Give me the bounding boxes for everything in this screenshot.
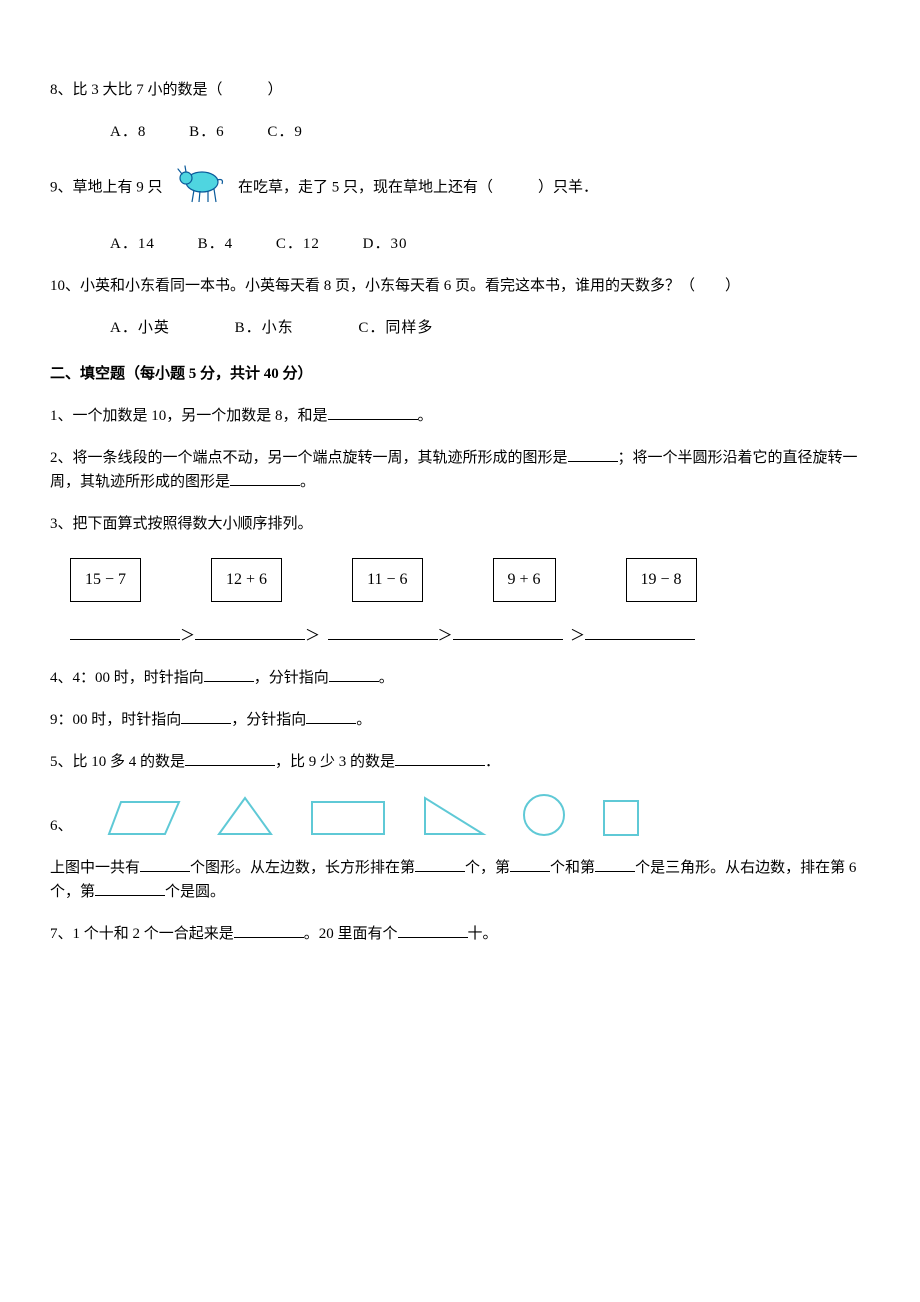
f4-blank-3 <box>181 708 231 724</box>
q8-opt-a: A．8 <box>110 124 146 140</box>
f4-l2b: ，分针指向 <box>231 712 306 728</box>
right-triangle-icon <box>421 794 487 838</box>
q8-opt-c: C．9 <box>267 124 303 140</box>
f4-l1b: ，分针指向 <box>254 670 329 686</box>
f2-blank-1 <box>568 446 618 462</box>
fill-3-compare-row: ＞ ＞ ＞ ＞ <box>70 624 870 648</box>
q9-opt-d: D．30 <box>363 236 408 252</box>
cmp-blank-5 <box>585 624 695 640</box>
f2-blank-2 <box>230 470 300 486</box>
fill-4-line-2: 9：00 时，时针指向 ，分针指向 。 <box>50 708 870 732</box>
f4-l1a: 4、4：00 时，时针指向 <box>50 670 204 686</box>
parallelogram-icon <box>107 798 181 838</box>
triangle-icon <box>215 794 275 838</box>
f1-pre: 1、一个加数是 10，另一个加数是 8，和是 <box>50 408 328 424</box>
q8-opt-b: B．6 <box>189 124 225 140</box>
q10-opt-b: B．小东 <box>235 320 294 336</box>
q9-post: 在吃草，走了 5 只，现在草地上还有（ ）只羊． <box>238 179 598 195</box>
f4-blank-4 <box>306 708 356 724</box>
f6-blank-1 <box>140 856 190 872</box>
f5-blank-2 <box>395 750 485 766</box>
f6-blank-2 <box>415 856 465 872</box>
cmp-blank-4 <box>453 624 563 640</box>
f6-c: 个，第 <box>465 860 510 876</box>
q9-pre: 9、草地上有 9 只 <box>50 179 163 195</box>
f7-blank-1 <box>234 922 304 938</box>
f2-a: 2、将一条线段的一个端点不动，另一个端点旋转一周，其轨迹所形成的图形是 <box>50 450 568 466</box>
f6-blank-4 <box>595 856 635 872</box>
question-10: 10、小英和小东看同一本书。小英每天看 8 页，小东每天看 6 页。看完这本书，… <box>50 274 870 298</box>
q10-options: A．小英 B．小东 C．同样多 <box>110 316 870 340</box>
fill-6-shapes-row: 6、 <box>50 792 870 838</box>
fill-5: 5、比 10 多 4 的数是 ，比 9 少 3 的数是 ． <box>50 750 870 774</box>
gt-3: ＞ <box>438 628 453 644</box>
sheep-icon <box>172 162 228 214</box>
q9-opt-c: C．12 <box>276 236 320 252</box>
expr-box-2: 12 + 6 <box>211 558 282 602</box>
gt-2: ＞ <box>305 628 320 644</box>
gt-4: ＞ <box>570 628 585 644</box>
expr-box-5: 19 − 8 <box>626 558 697 602</box>
fill-1: 1、一个加数是 10，另一个加数是 8，和是 。 <box>50 404 870 428</box>
cmp-blank-1 <box>70 624 180 640</box>
f2-c: 。 <box>300 474 315 490</box>
f7-blank-2 <box>398 922 468 938</box>
expr-box-1: 15 − 7 <box>70 558 141 602</box>
f4-l1c: 。 <box>379 670 394 686</box>
gt-1: ＞ <box>180 628 195 644</box>
f1-blank <box>328 404 418 420</box>
f4-blank-1 <box>204 666 254 682</box>
f7-a: 7、1 个十和 2 个一合起来是 <box>50 926 234 942</box>
f5-a: 5、比 10 多 4 的数是 <box>50 754 185 770</box>
question-9: 9、草地上有 9 只 在吃草，走了 5 只，现在草地上还有（ ）只羊． <box>50 162 870 214</box>
q10-text: 10、小英和小东看同一本书。小英每天看 8 页，小东每天看 6 页。看完这本书，… <box>50 278 740 294</box>
q9-options: A．14 B．4 C．12 D．30 <box>110 232 870 256</box>
f6-a: 上图中一共有 <box>50 860 140 876</box>
fill-4-line-1: 4、4：00 时，时针指向 ，分针指向 。 <box>50 666 870 690</box>
cmp-blank-2 <box>195 624 305 640</box>
f6-blank-3 <box>510 856 550 872</box>
f4-l2a: 9：00 时，时针指向 <box>50 712 181 728</box>
f6-prefix: 6、 <box>50 814 73 838</box>
f5-c: ． <box>485 754 500 770</box>
fill-2: 2、将一条线段的一个端点不动，另一个端点旋转一周，其轨迹所形成的图形是；将一个半… <box>50 446 870 494</box>
f5-b: ，比 9 少 3 的数是 <box>275 754 395 770</box>
f6-d: 个和第 <box>550 860 595 876</box>
f4-blank-2 <box>329 666 379 682</box>
rectangle-icon <box>309 798 387 838</box>
circle-icon <box>521 792 567 838</box>
f7-b: 。20 里面有个 <box>304 926 398 942</box>
f1-post: 。 <box>418 408 433 424</box>
f6-f: 个是圆。 <box>165 884 225 900</box>
f5-blank-1 <box>185 750 275 766</box>
q9-opt-a: A．14 <box>110 236 155 252</box>
q9-opt-b: B．4 <box>198 236 234 252</box>
q8-text: 8、比 3 大比 7 小的数是（ ） <box>50 82 283 98</box>
f7-c: 十。 <box>468 926 498 942</box>
q10-opt-a: A．小英 <box>110 320 170 336</box>
cmp-blank-3 <box>328 624 438 640</box>
fill-3-expressions: 15 − 7 12 + 6 11 − 6 9 + 6 19 − 8 <box>70 558 870 602</box>
fill-3-heading: 3、把下面算式按照得数大小顺序排列。 <box>50 512 870 536</box>
f6-b: 个图形。从左边数，长方形排在第 <box>190 860 415 876</box>
expr-box-3: 11 − 6 <box>352 558 422 602</box>
fill-7: 7、1 个十和 2 个一合起来是 。20 里面有个 十。 <box>50 922 870 946</box>
q10-opt-c: C．同样多 <box>358 320 433 336</box>
expr-box-4: 9 + 6 <box>493 558 556 602</box>
f4-l2c: 。 <box>356 712 371 728</box>
question-8: 8、比 3 大比 7 小的数是（ ） <box>50 78 870 102</box>
q8-options: A．8 B．6 C．9 <box>110 120 870 144</box>
square-icon <box>601 798 641 838</box>
f6-blank-5 <box>95 880 165 896</box>
fill-6-text: 上图中一共有个图形。从左边数，长方形排在第个，第个和第个是三角形。从右边数，排在… <box>50 856 870 904</box>
section-2-heading: 二、填空题（每小题 5 分，共计 40 分） <box>50 362 870 386</box>
